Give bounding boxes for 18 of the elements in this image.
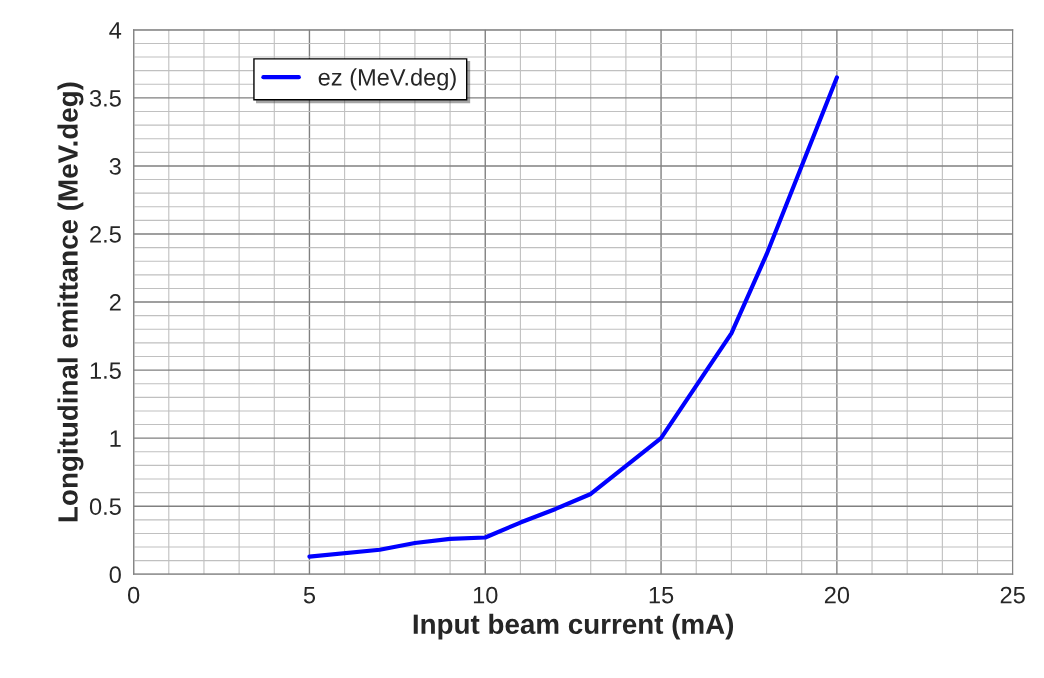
- y-tick-label: 0.5: [89, 498, 121, 515]
- y-tick-label: 2: [109, 294, 121, 311]
- x-tick-label: 10: [473, 586, 498, 604]
- y-tick-label: 0: [109, 566, 121, 584]
- y-tick-label: 3.5: [89, 89, 121, 107]
- y-tick-label: 2.5: [90, 226, 121, 243]
- x-axis-title: Input beam current (mA): [413, 613, 734, 640]
- x-tick-label: 0: [127, 586, 140, 604]
- x-tick-label: 15: [649, 586, 674, 604]
- legend-label: ez (MeV.deg): [318, 68, 456, 91]
- y-tick-label: 1.5: [90, 362, 121, 379]
- x-tick-label: 20: [824, 586, 850, 604]
- x-tick-label: 5: [303, 586, 316, 604]
- y-tick-label: 3: [109, 158, 121, 175]
- x-tick-label: 25: [1000, 586, 1025, 604]
- y-tick-label: 1: [110, 430, 121, 447]
- y-axis-title: Longitudinal emittance (MeV.deg): [57, 82, 84, 522]
- y-tick-label: 4: [109, 22, 122, 39]
